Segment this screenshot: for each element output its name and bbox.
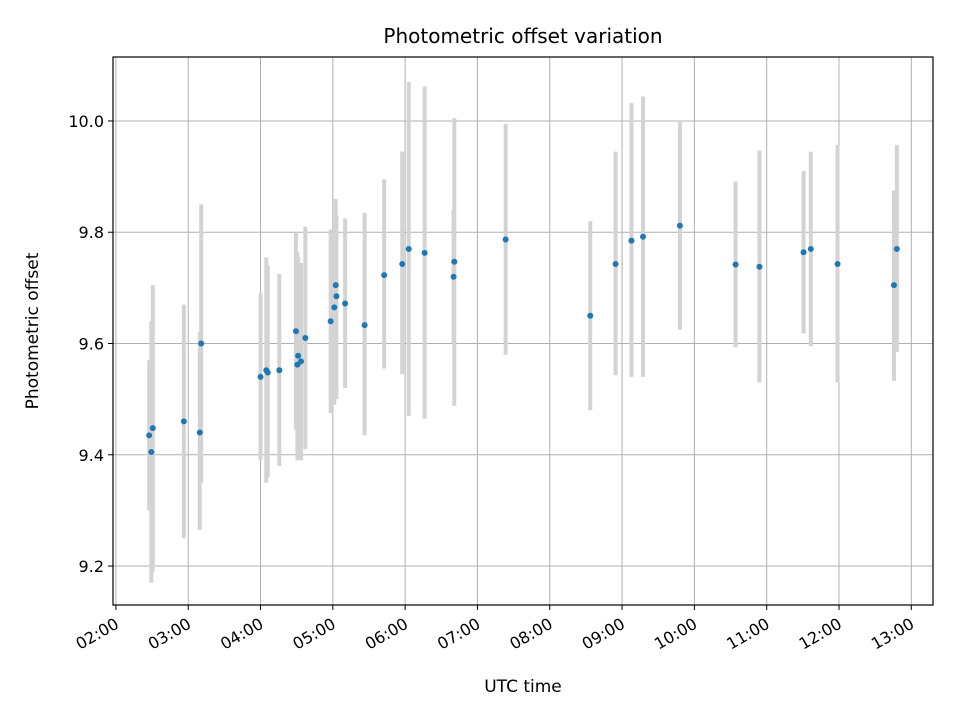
y-axis-label: Photometric offset	[23, 252, 43, 409]
data-point	[502, 236, 509, 243]
y-axis-ticks: 9.2 9.4 9.6 9.8 10.0	[68, 112, 113, 576]
data-point	[450, 273, 457, 280]
data-point	[276, 367, 283, 374]
data-point	[587, 312, 594, 319]
data-point	[399, 260, 406, 267]
data-point	[676, 222, 683, 229]
y-tick-label: 9.4	[79, 446, 104, 465]
data-point	[180, 418, 187, 425]
data-point	[196, 429, 203, 436]
data-point	[146, 432, 153, 439]
data-point	[890, 282, 897, 289]
data-point	[421, 249, 428, 256]
data-point	[333, 293, 340, 300]
data-point	[292, 328, 299, 335]
data-point	[807, 245, 814, 252]
data-point	[148, 449, 155, 456]
y-tick-label: 9.8	[79, 223, 104, 242]
data-point	[612, 260, 619, 267]
data-point	[302, 334, 309, 341]
data-point	[332, 282, 339, 289]
y-tick-label: 10.0	[68, 112, 104, 131]
data-point	[628, 237, 635, 244]
y-tick-label: 9.2	[79, 557, 104, 576]
data-point	[800, 249, 807, 256]
data-point	[451, 258, 458, 265]
data-point	[257, 373, 264, 380]
data-point	[298, 358, 305, 365]
data-points	[146, 222, 900, 456]
data-point	[264, 369, 271, 376]
data-point	[640, 233, 647, 240]
data-point	[893, 245, 900, 252]
data-point	[732, 261, 739, 268]
data-point	[295, 352, 302, 359]
data-point	[149, 425, 156, 432]
data-point	[756, 263, 763, 270]
plot-frame	[112, 56, 934, 606]
y-tick-label: 9.6	[79, 335, 104, 354]
data-point	[381, 272, 388, 279]
data-point	[327, 318, 334, 325]
data-point	[361, 322, 368, 329]
x-axis-label: UTC time	[484, 677, 562, 697]
data-point	[834, 260, 841, 267]
chart-title: Photometric offset variation	[383, 24, 662, 48]
data-point	[331, 304, 338, 311]
data-point	[198, 340, 205, 347]
data-point	[342, 300, 349, 307]
data-point	[405, 245, 412, 252]
